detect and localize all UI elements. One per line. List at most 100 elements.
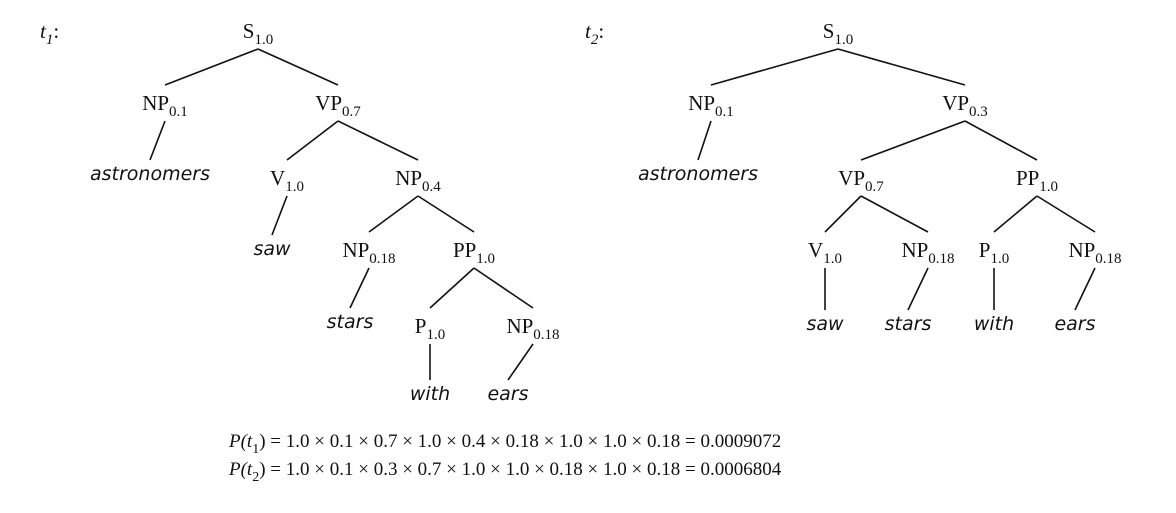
node-probability: 0.18 (369, 251, 395, 267)
node-label: VP (942, 91, 969, 115)
probability-formula-t1: P(t1) = 1.0 × 0.1 × 0.7 × 1.0 × 0.4 × 0.… (228, 431, 781, 457)
tree2-node-vp2: VP0.7 (838, 166, 884, 195)
tree1-edge-vp-v (286, 120, 339, 161)
tree2-edge-s-np1 (710, 48, 839, 86)
tree1-node-np2: NP0.4 (395, 166, 441, 195)
tree2-node-pp: PP1.0 (1016, 166, 1058, 195)
tree2-word-ears: ears (1054, 313, 1095, 335)
tree2-edge-np3-w-ears (1074, 267, 1096, 311)
node-label: NP (342, 238, 369, 262)
tree1-word-astronomers: astronomers (90, 163, 210, 185)
tree2-node-np3: NP0.18 (1068, 238, 1121, 267)
tree2-word-stars: stars (885, 313, 932, 335)
node-label: PP (1016, 166, 1039, 190)
node-label: S (823, 19, 835, 43)
tree1-edge-vp-np2 (337, 120, 419, 161)
tree1-edge-v-w-saw (271, 195, 288, 236)
tree-name-subscript: 1 (46, 32, 54, 48)
node-probability: 1.0 (426, 327, 445, 343)
tree1-edge-s-np1 (164, 48, 259, 86)
tree2-edge-pp-np3 (1036, 195, 1096, 233)
node-label: PP (453, 238, 476, 262)
node-probability: 1.0 (254, 32, 273, 48)
tree1-word-with: with (410, 383, 450, 405)
tree2-edge-vp1-pp (964, 120, 1038, 161)
node-probability: 0.18 (1095, 251, 1121, 267)
probability-formula-t2: P(t2) = 1.0 × 0.1 × 0.3 × 0.7 × 1.0 × 1.… (228, 459, 782, 485)
node-label: S (243, 19, 255, 43)
tree1-word-stars: stars (327, 311, 374, 333)
formula-prefix: P(t (228, 431, 253, 452)
formula-subscript: 2 (252, 470, 259, 485)
node-probability: 0.1 (169, 104, 188, 120)
tree2-node-vp1: VP0.3 (942, 91, 988, 120)
node-probability: 0.18 (928, 251, 954, 267)
tree2-word-saw: saw (806, 313, 844, 335)
tree-name-colon: : (598, 19, 604, 43)
tree1-edge-np2-np3 (368, 195, 419, 233)
tree1-edge-np3-w-stars (349, 267, 370, 309)
tree1-word-saw: saw (253, 238, 291, 260)
node-probability: 0.18 (533, 327, 559, 343)
tree1-edge-s-vp (257, 48, 339, 86)
tree2-node-np2: NP0.18 (901, 238, 954, 267)
tree1-node-p: P1.0 (415, 314, 445, 343)
node-label: NP (901, 238, 928, 262)
node-label: V (808, 238, 823, 262)
tree2-node-s: S1.0 (823, 19, 853, 48)
tree1-node-v: V1.0 (270, 166, 304, 195)
node-label: NP (1068, 238, 1095, 262)
node-label: NP (688, 91, 715, 115)
formula-expression: ) = 1.0 × 0.1 × 0.3 × 0.7 × 1.0 × 1.0 × … (259, 459, 781, 480)
tree2-edge-vp2-v (824, 195, 862, 233)
node-label: VP (838, 166, 865, 190)
node-probability: 1.0 (990, 251, 1009, 267)
node-probability: 0.4 (422, 179, 441, 195)
tree2-node-np1: NP0.1 (688, 91, 734, 120)
node-label: V (270, 166, 285, 190)
tree1-edge-np2-pp (417, 195, 475, 233)
node-probability: 0.7 (865, 179, 884, 195)
tree1-edge-np1-w-astr (149, 120, 166, 161)
tree1-edge-pp-p (429, 267, 475, 309)
node-label: P (979, 238, 991, 262)
tree-edges (149, 48, 1096, 381)
probability-formulas: P(t1) = 1.0 × 0.1 × 0.7 × 1.0 × 0.4 × 0.… (228, 431, 782, 485)
tree-name-subscript: 2 (591, 32, 599, 48)
tree2-edge-np1-w-astr (697, 120, 712, 161)
tree1-word-ears: ears (487, 383, 528, 405)
node-probability: 1.0 (285, 179, 304, 195)
node-label: NP (506, 314, 533, 338)
node-probability: 0.1 (715, 104, 734, 120)
node-probability: 1.0 (476, 251, 495, 267)
node-probability: 0.7 (342, 104, 361, 120)
formula-subscript: 1 (252, 442, 259, 457)
node-label: NP (142, 91, 169, 115)
tree1-edge-pp-np4 (473, 267, 534, 309)
node-label: VP (315, 91, 342, 115)
tree1-node-np4: NP0.18 (506, 314, 559, 343)
tree-name-letter: t (40, 19, 47, 43)
node-probability: 1.0 (1039, 179, 1058, 195)
tree-name-letter: t (585, 19, 592, 43)
tree1-node-np3: NP0.18 (342, 238, 395, 267)
tree2-word-with: with (974, 313, 1014, 335)
tree1-node-s: S1.0 (243, 19, 273, 48)
tree2-edge-vp1-vp2 (860, 120, 966, 161)
tree2-edge-s-vp1 (837, 48, 966, 86)
tree1-node-vp: VP0.7 (315, 91, 361, 120)
tree1-edge-np4-w-ears (507, 343, 534, 381)
node-label: NP (395, 166, 422, 190)
formula-prefix: P(t (228, 459, 253, 480)
tree-name-t2: t2: (585, 19, 604, 48)
tree-name-colon: : (53, 19, 59, 43)
tree2-node-v: V1.0 (808, 238, 842, 267)
node-probability: 0.3 (969, 104, 988, 120)
tree2-node-p: P1.0 (979, 238, 1009, 267)
tree2-edge-pp-p (993, 195, 1038, 233)
tree1-node-pp: PP1.0 (453, 238, 495, 267)
tree2-word-astronomers: astronomers (638, 163, 758, 185)
tree1-node-np1: NP0.1 (142, 91, 188, 120)
